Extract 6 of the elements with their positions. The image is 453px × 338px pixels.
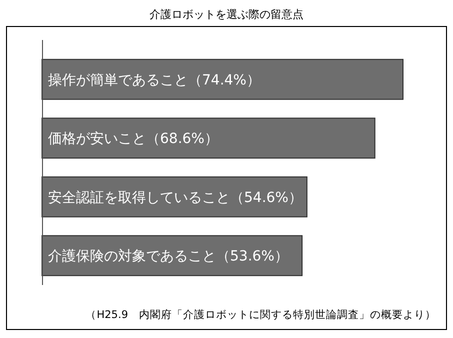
y-tick-label: 介護保険の対象であること	[48, 248, 216, 265]
y-tick-label: 安全認証を取得していること	[48, 190, 230, 206]
y-tick-label: 価格が安いこと	[48, 131, 146, 148]
chart-title: 介護ロボットを選ぶ際の留意点	[150, 8, 304, 21]
y-tick-label: 操作が簡単であること	[48, 72, 188, 88]
text: （H25.9 内閣府「介護ロボットに関する特別世論調査」の概要より）	[86, 308, 436, 321]
